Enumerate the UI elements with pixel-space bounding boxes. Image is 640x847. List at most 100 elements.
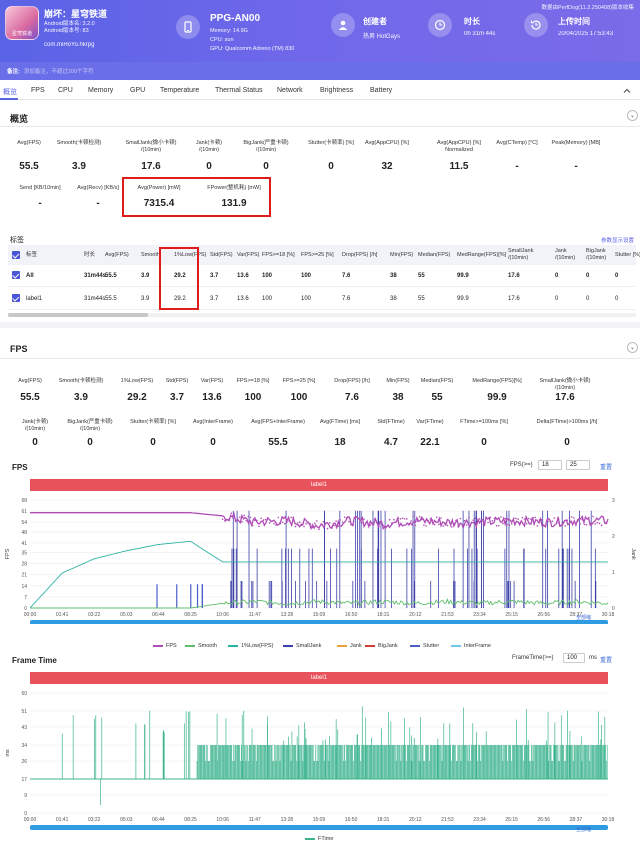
fps-point — [363, 518, 365, 520]
table-header-cell[interactable]: BigJank/(10min) — [586, 248, 607, 261]
tab-cpu[interactable]: CPU — [58, 87, 73, 94]
frametime-chart[interactable]: 0 9 17 26 34 43 51 60 00:00 01:41 03:22 05:03 06:44 0… — [0, 685, 640, 833]
legend-item[interactable]: 1%Low(FPS) — [228, 643, 273, 649]
scroll-top-icon[interactable] — [622, 86, 632, 96]
table-scrollbar[interactable] — [8, 313, 636, 317]
table-header-cell[interactable]: 标签 — [26, 252, 38, 258]
fps-point — [538, 518, 541, 521]
fps-point — [365, 521, 367, 524]
fps-point — [412, 515, 414, 518]
fps-point — [438, 523, 440, 526]
legend-swatch — [451, 645, 461, 647]
table-header-cell[interactable]: 时长 — [84, 252, 96, 258]
frametime-reset-link[interactable]: 重置 — [600, 658, 613, 664]
fps-zoom-all-link[interactable]: 全部缩 — [576, 615, 592, 621]
metric-label: Jank(卡顿)/(10min) — [21, 419, 49, 432]
table-row[interactable]: label1 31m44s 55.5 3.9 29.2 3.7 13.6 100 100 7.6 3… — [8, 288, 636, 310]
legend-item[interactable]: InterFrame — [451, 643, 491, 649]
tab-thermal-status[interactable]: Thermal Status — [215, 87, 263, 94]
metric-value: 99.9 — [487, 392, 507, 403]
table-header-cell[interactable]: FPS>=18 [%] — [262, 252, 295, 258]
tab-gpu[interactable]: GPU — [130, 87, 146, 94]
metric-value: 100 — [244, 392, 262, 403]
metric-label: BigJank(严重卡顿)/(10min) — [243, 140, 289, 153]
legend-item[interactable]: Jank — [337, 643, 362, 649]
table-header-cell[interactable]: Std(FPS) — [210, 252, 233, 258]
table-cell: 0 — [555, 296, 559, 302]
y2-tick-label: 0 — [612, 606, 615, 612]
table-header-cell[interactable]: Stutter [%] — [615, 252, 640, 258]
fps-point — [470, 522, 472, 525]
frametime-threshold-input[interactable]: 100 — [563, 653, 585, 663]
table-header-cell[interactable]: Smooth — [141, 252, 160, 258]
tab-battery[interactable]: Battery — [370, 87, 393, 94]
table-header-cell[interactable]: 1%Low(FPS) — [174, 252, 207, 258]
column-settings-link[interactable]: 参数显示设置 — [600, 238, 634, 244]
legend-item[interactable]: BigJank — [365, 643, 398, 649]
metric-value: 0 — [32, 437, 38, 448]
table-row[interactable]: All 31m44s 55.5 3.9 29.2 3.7 13.6 100 100 7.6 38 55… — [8, 265, 636, 287]
metric-value: 29.2 — [127, 392, 147, 403]
fps-collapse-icon[interactable]: ⌄ — [627, 342, 638, 353]
x-tick-label: 28:37 — [570, 612, 583, 618]
fps-point — [446, 524, 449, 527]
frametime-zoom-all-link[interactable]: 全部缩 — [576, 827, 592, 833]
metric-label: Avg(Recv) [KB/s] — [77, 185, 119, 191]
tab-temperature[interactable]: Temperature — [160, 87, 200, 94]
fps-point — [444, 523, 447, 526]
overview-collapse-icon[interactable]: ⌄ — [627, 110, 638, 121]
fps-threshold-input-2[interactable]: 25 — [566, 460, 590, 470]
x-tick-label: 20:12 — [409, 817, 422, 823]
legend-item[interactable]: SmallJank — [283, 643, 321, 649]
fps-threshold-input-1[interactable]: 18 — [538, 460, 562, 470]
remark-bar[interactable]: 备注: 添加备注，不超过200个字符 — [0, 62, 640, 80]
tab-overview[interactable]: 概览 — [3, 89, 17, 96]
metric-label: FPower(整机耗) [mW] — [207, 185, 261, 191]
metric-label: 1%Low(FPS) — [120, 378, 154, 384]
table-header-cell[interactable]: MedRange(FPS)[%] — [457, 252, 507, 258]
tab-network[interactable]: Network — [277, 87, 303, 94]
fps-point — [309, 523, 312, 525]
tab-memory[interactable]: Memory — [88, 87, 114, 94]
legend-label: 1%Low(FPS) — [241, 643, 274, 649]
table-cell: 55 — [418, 296, 425, 302]
fps-reset-link[interactable]: 重置 — [600, 465, 613, 471]
row-checkbox[interactable] — [12, 294, 20, 302]
row-checkbox[interactable] — [12, 271, 20, 279]
y2-tick-label: 1 — [612, 570, 615, 576]
select-all-checkbox[interactable] — [12, 251, 20, 259]
table-header-cell[interactable]: Avg(FPS) — [105, 252, 129, 258]
legend-item[interactable]: FPS — [153, 643, 177, 649]
table-scroll-thumb[interactable] — [8, 313, 148, 317]
table-header-cell[interactable]: Drop(FPS) [/h] — [342, 252, 378, 258]
legend-item[interactable]: Stutter — [410, 643, 439, 649]
metric-label: Jank(卡顿)/(10min) — [195, 140, 223, 153]
tab-brightness[interactable]: Brightness — [320, 87, 354, 94]
legend-item[interactable]: Smooth — [185, 643, 217, 649]
fps-point — [337, 525, 340, 528]
metric-label: Var(FPS) — [200, 378, 224, 384]
remark-input[interactable]: 添加备注，不超过200个字符 — [23, 69, 94, 75]
clock-icon — [428, 13, 452, 37]
tab-fps[interactable]: FPS — [31, 87, 45, 94]
table-header-cell[interactable]: FPS>=25 [%] — [301, 252, 334, 258]
fps-point — [579, 523, 581, 525]
fps-point — [457, 525, 459, 528]
zoom-slider — [30, 825, 608, 830]
fps-point — [273, 523, 275, 525]
x-tick-label: 06:44 — [152, 612, 165, 618]
table-header-cell[interactable]: Median(FPS) — [418, 252, 451, 258]
metric-value: 100 — [290, 392, 308, 403]
metric-value: 3.9 — [74, 392, 88, 403]
fps-point — [403, 517, 406, 520]
table-header-cell[interactable]: SmallJank/(10min) — [508, 248, 534, 261]
table-cell: 0 — [555, 273, 559, 279]
fps-point — [405, 518, 408, 520]
table-header-cell[interactable]: Jank/(10min) — [555, 248, 576, 261]
y-tick-label: 35 — [21, 550, 27, 556]
metric-label: SmallJank(微小卡顿)/(10min) — [539, 378, 591, 391]
table-header-cell[interactable]: Min(FPS) — [390, 252, 414, 258]
metric-label: Var(FTime) — [416, 419, 444, 425]
table-header-cell[interactable]: Var(FPS) — [237, 252, 260, 258]
